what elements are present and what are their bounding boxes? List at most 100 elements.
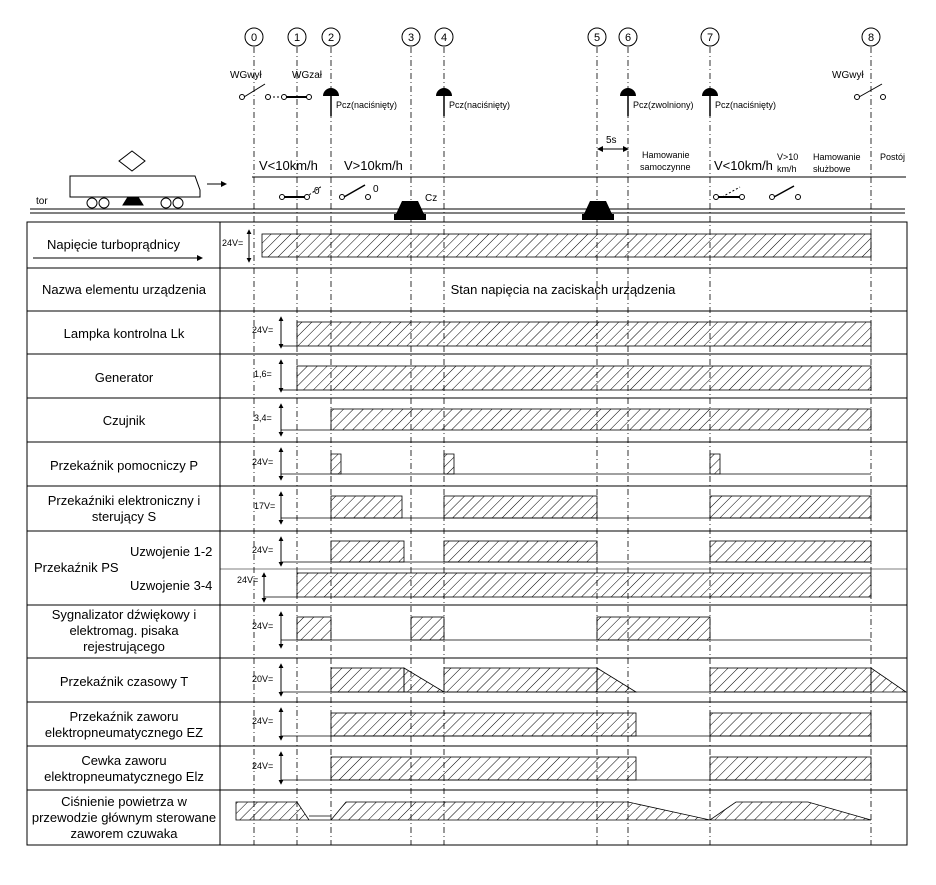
wg-wyl-end-label: WGwył (832, 70, 864, 81)
speed-switch-1-zero: 0 (314, 186, 320, 197)
row-czujnik-label: Czujnik (103, 413, 146, 428)
syg-wave-3 (596, 616, 711, 641)
postoj-label: Postój (880, 152, 905, 162)
row-syg-label-2: elektromag. pisaka (69, 623, 179, 638)
row-ps-voltage-1: 24V= (252, 545, 273, 555)
lk-wave (296, 321, 872, 347)
speed-gt-10-b-label-1: V>10 (777, 152, 798, 162)
row-syg-label-1: Sygnalizator dźwiękowy i (52, 607, 197, 622)
table-frame (26, 221, 908, 846)
row-cisn-label-2: przewodzie głównym sterowane (32, 810, 216, 825)
row-s-label-1: Przekaźniki elektroniczny i (48, 493, 201, 508)
cz-label: Cz (425, 193, 437, 204)
turbo-wave (261, 233, 872, 258)
ps12-wave-2 (443, 540, 598, 563)
row-gen-label: Generator (95, 370, 154, 385)
tor-label: tor (36, 196, 48, 207)
marker-circle-5 (587, 27, 607, 47)
speed-switch-2 (339, 184, 371, 200)
wg-wyl-switch (239, 83, 282, 100)
row-t-label: Przekaźnik czasowy T (60, 674, 188, 689)
wg-zal-switch (281, 94, 312, 100)
row-p-label: Przekaźnik pomocniczy P (50, 458, 198, 473)
pcz-button-4 (436, 88, 452, 116)
t-wave-1 (330, 667, 405, 693)
marker-number-6: 6 (625, 32, 631, 44)
t-ramp-2 (596, 667, 638, 693)
pcz-button-6 (620, 88, 636, 116)
header-name-label: Nazwa elementu urządzenia (42, 282, 207, 297)
gen-wave (296, 365, 872, 391)
t-wave-3 (709, 667, 872, 693)
ham-sluz-label-1: Hamowanie (813, 152, 861, 162)
row-gen-voltage: 1,6= (254, 369, 272, 379)
czujnik-wave (330, 408, 872, 431)
marker-circle-7 (700, 27, 720, 47)
s-wave-1 (330, 495, 403, 519)
wg-wyl-switch-end (854, 83, 886, 100)
row-elz-voltage: 24V= (252, 761, 273, 771)
marker-circle-6 (618, 27, 638, 47)
marker-number-3: 3 (408, 32, 414, 44)
s-wave-2 (443, 495, 598, 519)
row-ps-label: Przekaźnik PS (34, 560, 119, 575)
five-second-label: 5s (606, 135, 617, 146)
row-s-label-2: sterujący S (92, 509, 157, 524)
ham-samo-label-1: Hamowanie (642, 150, 690, 160)
p-pulse-7 (709, 453, 721, 475)
speed-gt-10-label: V>10km/h (344, 158, 403, 173)
ps34-wave (296, 572, 872, 598)
row-lk-label: Lampka kontrolna Lk (64, 326, 185, 341)
row-cisn-label-1: Ciśnienie powietrza w (61, 794, 187, 809)
row-czujnik-voltage: 3,4= (254, 413, 272, 423)
pcz-released-label-6: Pcz(zwolniony) (633, 100, 694, 110)
marker-circle-4 (434, 27, 454, 47)
ez-wave-1 (330, 712, 637, 737)
speed-switch-2-zero: 0 (373, 184, 379, 195)
row-ez-label-2: elektropneumatycznego EZ (45, 725, 203, 740)
row-s-voltage: 17V= (254, 501, 275, 511)
row-lk-voltage: 24V= (252, 325, 273, 335)
row-turbo-voltage: 24V= (222, 238, 243, 248)
speed-gt-10-b-label-2: km/h (777, 164, 797, 174)
marker-number-5: 5 (594, 32, 600, 44)
marker-number-8: 8 (868, 32, 874, 44)
row-ps-sub-2: Uzwojenie 3-4 (130, 578, 212, 593)
cisn-wave (235, 801, 872, 821)
row-lines (27, 267, 907, 791)
speed-switch-4 (769, 185, 801, 200)
marker-number-0: 0 (251, 32, 257, 44)
track-inductor-5 (582, 201, 614, 220)
row-p-voltage: 24V= (252, 457, 273, 467)
row-syg-voltage: 24V= (252, 621, 273, 631)
s-wave-3 (709, 495, 872, 519)
ez-wave-2 (709, 712, 872, 737)
row-t-voltage: 20V= (252, 674, 273, 684)
train-icon (69, 150, 201, 209)
marker-number-1: 1 (294, 32, 300, 44)
ham-sluz-label-2: służbowe (813, 164, 851, 174)
marker-number-4: 4 (441, 32, 447, 44)
p-pulse-4 (443, 453, 455, 475)
t-ramp-1 (403, 667, 446, 693)
row-syg-label-3: rejestrującego (83, 639, 165, 654)
pcz-button-2 (323, 88, 339, 116)
pcz-pressed-label-4: Pcz(naciśnięty) (449, 100, 510, 110)
ham-samo-label-2: samoczynne (640, 162, 691, 172)
track-inductor-3 (394, 201, 426, 220)
row-ez-label-1: Przekaźnik zaworu (69, 709, 178, 724)
timeline-markers: 0 1 2 3 4 5 6 7 8 (244, 27, 881, 845)
pcz-button-7 (702, 88, 718, 116)
elz-wave-1 (330, 756, 637, 781)
header-state-label: Stan napięcia na zaciskach urządzenia (451, 282, 677, 297)
syg-wave-2 (410, 616, 445, 641)
ps12-wave-1 (330, 540, 405, 563)
pcz-pressed-label-7: Pcz(naciśnięty) (715, 100, 776, 110)
elz-wave-2 (709, 756, 872, 781)
t-wave-2 (443, 667, 598, 693)
marker-circle-1 (287, 27, 307, 47)
marker-circle-8 (861, 27, 881, 47)
marker-number-2: 2 (328, 32, 334, 44)
ps12-wave-3 (709, 540, 872, 563)
